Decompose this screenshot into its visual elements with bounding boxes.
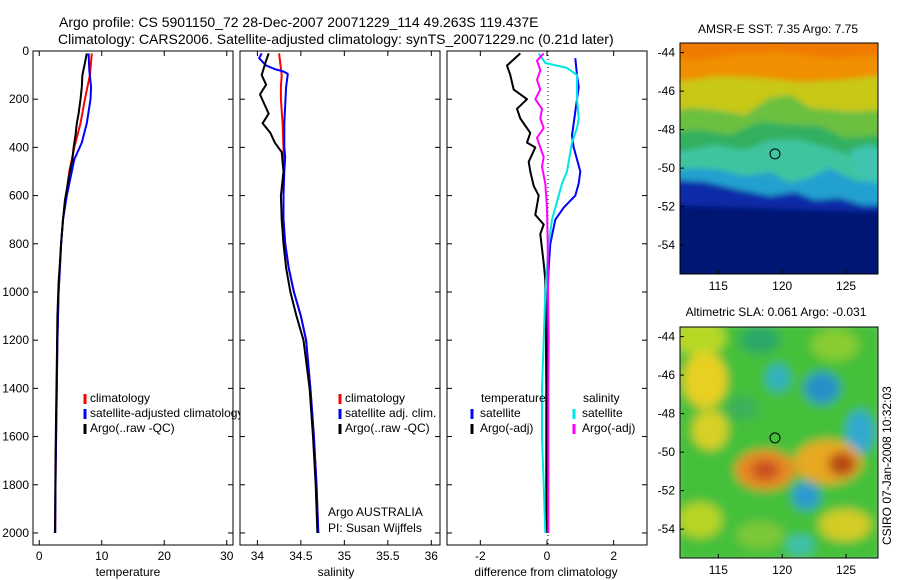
sla-map: Altimetric SLA: 0.061 Argo: -0.031 (658, 305, 879, 577)
map-xtick-label: 120 (772, 279, 792, 293)
xtick-label: -2 (475, 549, 486, 563)
legend-group-title: temperature (481, 391, 546, 405)
map-ytick-label: -54 (658, 522, 676, 536)
map-xtick-label: 120 (772, 563, 792, 577)
map-xtick-label: 125 (836, 563, 856, 577)
sla-map-frame (679, 326, 879, 559)
xtick-label: 35 (338, 549, 352, 563)
map-xtick-label: 115 (709, 279, 728, 293)
argo-credit-line-1: Argo AUSTRALIA (328, 505, 423, 519)
series-line-satellite-adj-clim (258, 52, 320, 534)
xtick-label: 10 (95, 549, 109, 563)
temperature-panel: temperature 0 10 20 30 0 200 400 600 800 1000 1200… (2, 44, 243, 579)
ytick-label: 200 (9, 92, 29, 106)
ytick-label: 400 (9, 140, 29, 154)
legend-entry: Argo(-adj) (582, 421, 635, 435)
sla-argo-position-marker (769, 432, 781, 444)
sst-argo-position-marker (769, 148, 781, 160)
legend-group-title: salinity (583, 391, 620, 405)
map-ytick-label: -52 (658, 484, 676, 498)
map-ytick-label: -48 (658, 123, 676, 137)
difference-xlabel: difference from climatology (474, 565, 617, 579)
legend-entry: satellite-adjusted climatology (90, 406, 243, 420)
legend-entry: Argo(-adj) (480, 421, 533, 435)
xtick-label: 2 (610, 549, 617, 563)
ytick-label: 800 (9, 237, 29, 251)
ytick-label: 1800 (2, 478, 29, 492)
ytick-label: 1000 (2, 285, 29, 299)
map-ytick-label: -50 (658, 161, 676, 175)
ytick-label: 1200 (2, 333, 29, 347)
ytick-label: 1400 (2, 381, 29, 395)
figure-title-line-1: Argo profile: CS 5901150_72 28-Dec-2007 … (59, 14, 539, 30)
map-ytick-label: -50 (658, 445, 676, 459)
salinity-xlabel: salinity (318, 565, 355, 579)
map-xtick-label: 125 (836, 279, 856, 293)
difference-panel: difference from climatology -2 0 2 temperat… (446, 50, 648, 579)
legend-entry: climatology (90, 391, 150, 405)
csiro-timestamp: CSIRO 07-Jan-2008 10:32:03 (880, 386, 894, 545)
legend-entry: satellite (582, 406, 623, 420)
map-ytick-label: -46 (658, 84, 676, 98)
temperature-xlabel: temperature (96, 565, 161, 579)
legend-entry: Argo(..raw -QC) (90, 421, 175, 435)
xtick-label: 20 (158, 549, 172, 563)
map-ytick-label: -48 (658, 407, 676, 421)
series-line-salinity-argo-adj (534, 52, 550, 533)
xtick-label: 34 (251, 549, 265, 563)
sst-field (680, 43, 878, 274)
map-ytick-label: -52 (658, 200, 676, 214)
series-line-salinity-satellite (537, 52, 580, 534)
sla-map-title: Altimetric SLA: 0.061 Argo: -0.031 (686, 305, 867, 319)
ytick-label: 0 (22, 44, 29, 58)
ytick-label: 1600 (2, 430, 29, 444)
map-xtick-label: 115 (709, 563, 728, 577)
legend-entry: climatology (345, 391, 405, 405)
map-ytick-label: -44 (658, 330, 676, 344)
xtick-label: 30 (220, 549, 234, 563)
xtick-label: 36 (425, 549, 439, 563)
series-line-argo-raw-qc (53, 53, 88, 534)
sst-map-frame (679, 42, 879, 275)
xtick-label: 34.5 (289, 549, 313, 563)
xtick-label: 35.5 (376, 549, 400, 563)
sla-field (680, 327, 878, 558)
map-ytick-label: -46 (658, 368, 676, 382)
sst-map: AMSR-E SST: 7.35 Argo: 7.75 115 120 125 -44… (658, 22, 879, 293)
series-line-temperature-argo-adj (506, 52, 548, 533)
xtick-label: 0 (544, 549, 551, 563)
temperature-axes-box (32, 50, 234, 546)
series-line-argo-raw-qc (259, 53, 319, 534)
salinity-panel: salinity Argo AUSTRALIA PI: Susan Wijffe… (239, 50, 441, 579)
argo-credit-line-2: PI: Susan Wijffels (328, 521, 422, 535)
xtick-label: 0 (36, 549, 43, 563)
legend-entry: satellite adj. clim. (345, 406, 436, 420)
sst-map-title: AMSR-E SST: 7.35 Argo: 7.75 (698, 22, 858, 36)
legend-entry: Argo(..raw -QC) (345, 421, 430, 435)
figure-title-line-2: Climatology: CARS2006. Satellite-adjuste… (58, 31, 614, 47)
legend-entry: satellite (480, 406, 521, 420)
map-ytick-label: -54 (658, 238, 676, 252)
salinity-axes-box (239, 50, 441, 546)
map-ytick-label: -44 (658, 46, 676, 60)
ytick-label: 2000 (2, 526, 29, 540)
ytick-label: 600 (9, 189, 29, 203)
